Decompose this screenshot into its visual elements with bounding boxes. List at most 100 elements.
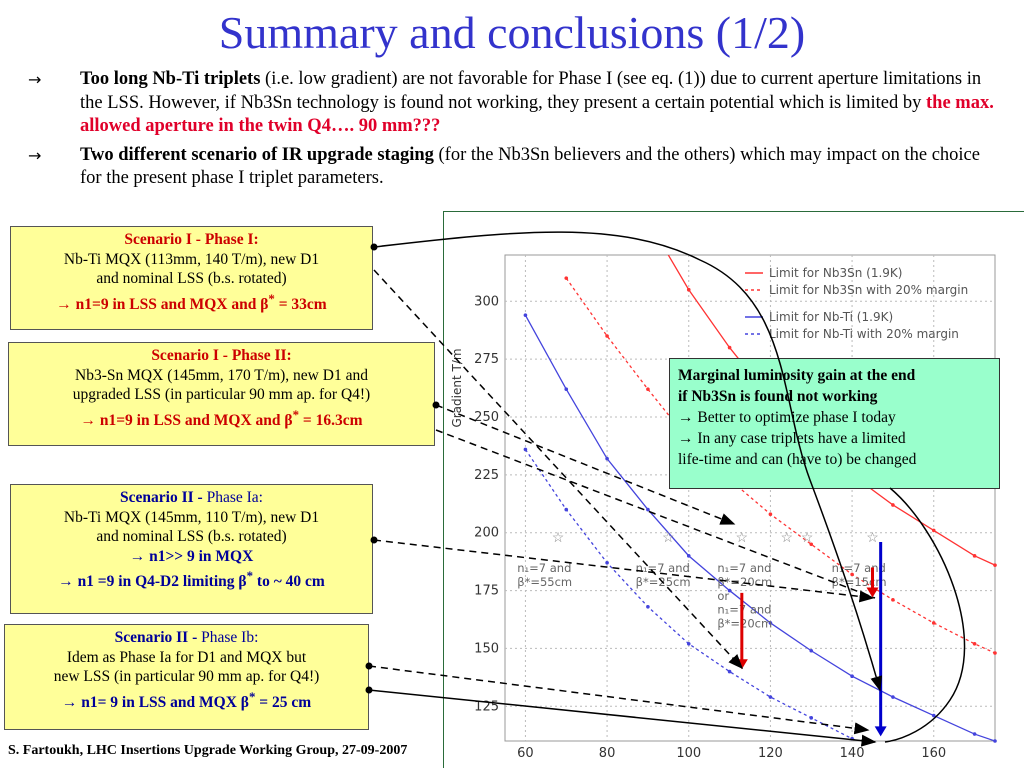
legend-label: Limit for Nb3Sn (1.9K)	[769, 266, 902, 280]
x-tick-label: 60	[517, 746, 534, 761]
bullet-item-1: → Too long Nb-Ti triplets (i.e. low grad…	[28, 68, 1003, 139]
series-point	[768, 512, 773, 516]
y-axis-label: Gradient T/m	[450, 348, 464, 427]
result-text: n1>> 9 in MQX	[145, 547, 254, 565]
series-point	[564, 276, 569, 280]
scenario-1-phase-2-line1: Nb3-Sn MQX (145mm, 170 T/m), new D1 and	[75, 366, 368, 384]
star-marker: ☆	[736, 531, 749, 546]
chart-annotation: n₁=7 and	[517, 561, 571, 575]
series-point	[931, 621, 936, 625]
right-arrow-icon: →	[61, 693, 78, 711]
series-point	[646, 507, 650, 512]
scenario-2-phase-1b-header: Scenario II - Phase Ib:	[9, 628, 364, 648]
legend-label: Limit for Nb3Sn with 20% margin	[769, 283, 968, 297]
series-point	[727, 669, 732, 674]
scenario-2-phase-1b-line1: Idem as Phase Ia for D1 and MQX but	[66, 648, 307, 666]
right-arrow-icon: →	[28, 145, 42, 165]
chart-arrow-head	[874, 726, 887, 737]
right-arrow-icon: →	[80, 411, 96, 429]
star-marker: ☆	[662, 531, 675, 546]
marginal-luminosity-box: Marginal luminosity gain at the end if N…	[669, 358, 1000, 489]
y-tick-label: 175	[474, 584, 499, 599]
series-point	[686, 554, 691, 558]
result-text: n1=9 in LSS and MQX and β	[95, 411, 293, 429]
scenario-2-phase-1b-result: → n1= 9 in LSS and MQX β* = 25 cm	[9, 687, 364, 713]
bullet-2-text: (for the Nb3Sn believers and the others)…	[80, 144, 980, 189]
scenario-2-phase-1a-box: Scenario II - Phase Ia: Nb-Ti MQX (145mm…	[10, 484, 373, 614]
scenario-1-phase-1-box: Scenario I - Phase I: Nb-Ti MQX (113mm, …	[10, 226, 373, 330]
right-arrow-icon: →	[28, 70, 42, 89]
bullet-1-text: (i.e. low gradient) are not favorable fo…	[80, 69, 982, 113]
x-tick-label: 100	[676, 746, 701, 761]
header-plain: Phase Ib:	[201, 629, 259, 646]
chart-annotation: n₁=7 and	[636, 561, 690, 575]
series-point	[727, 345, 732, 350]
series-point	[605, 456, 609, 461]
series-point	[564, 387, 569, 392]
chart-annotation: n₁=7 and	[717, 603, 771, 617]
header-plain: Phase Ia:	[206, 489, 263, 506]
marginal-item-1: → Better to optimize phase I today	[678, 409, 896, 426]
series-point	[605, 334, 609, 338]
series-point	[809, 648, 814, 653]
result-text: n1= 9 in LSS and MQX β	[77, 693, 249, 711]
scenario-2-phase-1a-result2: → n1 =9 in Q4-D2 limiting β* to ~ 40 cm	[15, 566, 368, 592]
y-tick-label: 250	[474, 410, 499, 425]
result-sup: *	[268, 290, 275, 306]
series-point	[850, 736, 854, 741]
legend-label: Limit for Nb-Ti (1.9K)	[769, 310, 893, 324]
result-end: to ~ 40 cm	[253, 573, 325, 591]
bullet-1-bold: Too long Nb-Ti triplets	[80, 69, 261, 89]
chart-annotation: or	[717, 589, 729, 603]
header-bold: Scenario II -	[120, 489, 207, 506]
series-point	[972, 554, 977, 558]
series-point	[605, 561, 609, 565]
y-tick-label: 275	[474, 352, 499, 367]
scenario-1-phase-2-result: → n1=9 in LSS and MQX and β* = 16.3cm	[13, 405, 430, 431]
result-sup: *	[246, 568, 254, 583]
chart-annotation: β*=55cm	[517, 575, 572, 589]
series-point	[686, 287, 691, 292]
scenario-2-phase-1a-line2: and nominal LSS (b.s. rotated)	[96, 528, 287, 545]
chart-annotation: β*=15cm	[832, 575, 887, 589]
scenario-1-phase-1-line2: and nominal LSS (b.s. rotated)	[96, 270, 287, 287]
series-point	[646, 604, 650, 609]
scenario-1-phase-1-line1: Nb-Ti MQX (113mm, 140 T/m), new D1	[63, 250, 320, 268]
chart-annotation: β*=25cm	[636, 575, 691, 589]
marginal-header-2: if Nb3Sn is found not working	[678, 388, 878, 405]
series-point	[564, 507, 569, 512]
series-point	[993, 563, 997, 567]
series-point	[972, 732, 977, 736]
star-marker: ☆	[866, 531, 879, 546]
series-point	[850, 674, 854, 678]
y-tick-label: 125	[474, 699, 499, 714]
series-point	[523, 313, 528, 317]
series-point	[931, 713, 936, 718]
series-point	[931, 528, 936, 533]
x-tick-label: 120	[758, 746, 783, 761]
series-point	[523, 447, 528, 452]
star-marker: ☆	[552, 531, 565, 546]
chart-annotation: β*=20cm	[717, 575, 772, 589]
series-point	[993, 651, 997, 655]
series-point	[646, 387, 650, 392]
x-tick-label: 160	[921, 746, 946, 761]
scenario-2-phase-1b-box: Scenario II - Phase Ib: Idem as Phase Ia…	[4, 624, 369, 730]
right-arrow-icon: →	[58, 573, 74, 591]
result-sup: *	[292, 406, 300, 422]
marginal-item-2: → In any case triplets have a limited	[678, 430, 906, 447]
slide-title: Summary and conclusions (1/2)	[218, 7, 806, 58]
result-end: = 33cm	[274, 295, 327, 313]
chart-annotation: β*=20cm	[717, 617, 772, 631]
right-arrow-icon: →	[129, 547, 146, 565]
scenario-1-phase-1-result: → n1=9 in LSS and MQX and β* = 33cm	[15, 289, 368, 315]
header-bold: Scenario II -	[114, 629, 202, 646]
scenario-2-phase-1a-result1: → n1>> 9 in MQX	[15, 547, 368, 567]
slide-footer: S. Fartoukh, LHC Insertions Upgrade Work…	[8, 743, 408, 758]
series-point	[891, 598, 895, 602]
star-marker: ☆	[801, 531, 814, 546]
series-point	[809, 716, 814, 720]
series-point	[686, 642, 691, 646]
scenario-1-phase-2-box: Scenario I - Phase II: Nb3-Sn MQX (145mm…	[8, 342, 435, 446]
gradient-aperture-chart: 60 80 100 120 140 160 125 150 175 200 225 250 275 300…	[450, 254, 997, 761]
